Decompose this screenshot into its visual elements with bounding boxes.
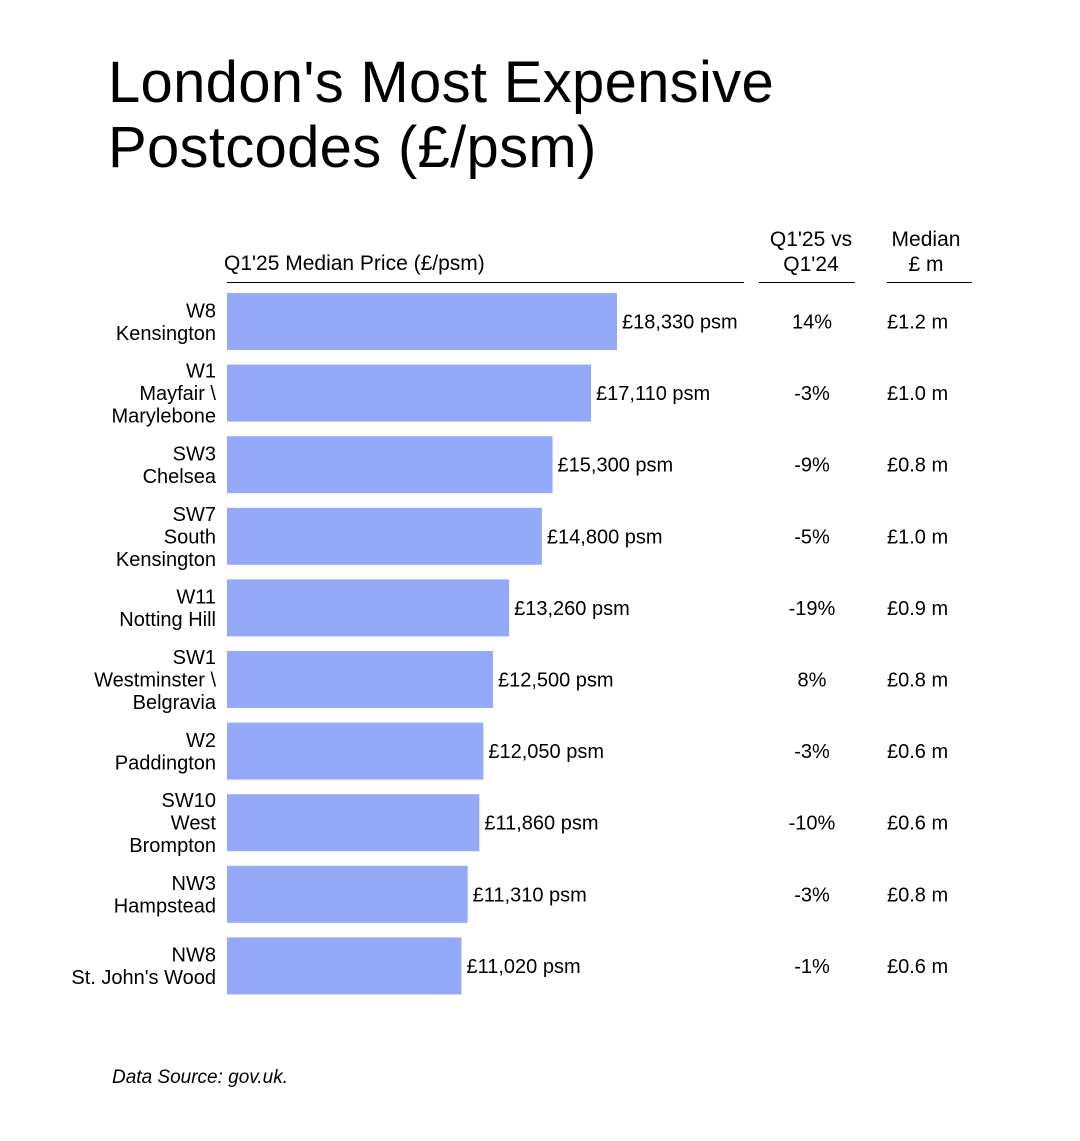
category-label-4-1: Notting Hill bbox=[119, 609, 216, 631]
category-label-9-1: St. John's Wood bbox=[71, 967, 216, 989]
category-label-5-2: Belgravia bbox=[133, 692, 217, 714]
bar-value-label-1: £17,110 psm bbox=[596, 383, 710, 405]
bar-value-label-8: £11,310 psm bbox=[473, 884, 587, 906]
category-label-3-0: SW7 bbox=[173, 504, 216, 526]
yoy-change-7: -10% bbox=[789, 813, 836, 835]
chart-title-line-1: London's Most Expensive bbox=[108, 50, 775, 115]
yoy-change-2: -9% bbox=[794, 455, 830, 477]
category-label-4-0: W11 bbox=[176, 587, 216, 609]
category-label-6-1: Paddington bbox=[115, 752, 216, 774]
median-price-7: £0.6 m bbox=[887, 813, 948, 835]
change-column-rule bbox=[759, 282, 855, 283]
median-column-header: Median £ m bbox=[876, 227, 976, 277]
bar-value-label-2: £15,300 psm bbox=[558, 455, 674, 477]
bar-value-label-3: £14,800 psm bbox=[547, 526, 663, 548]
median-price-4: £0.9 m bbox=[887, 598, 948, 620]
category-label-7-2: Brompton bbox=[129, 835, 216, 857]
yoy-change-9: -1% bbox=[794, 956, 830, 978]
bar-7 bbox=[227, 794, 480, 852]
median-price-8: £0.8 m bbox=[887, 884, 948, 906]
category-label-8-1: Hampstead bbox=[114, 896, 216, 918]
median-price-6: £0.6 m bbox=[887, 741, 948, 763]
median-column-header-line-2: £ m bbox=[908, 253, 944, 276]
bar-value-label-6: £12,050 psm bbox=[488, 741, 604, 763]
category-label-0-0: W8 bbox=[186, 300, 216, 322]
category-label-1-1: Mayfair \ bbox=[139, 383, 216, 405]
bar-5 bbox=[227, 651, 493, 708]
chart-title-line-2: Postcodes (£/psm) bbox=[108, 115, 597, 180]
data-source-note: Data Source: gov.uk. bbox=[112, 1067, 289, 1088]
price-column-header-text: Q1'25 Median Price (£/psm) bbox=[224, 252, 485, 275]
median-price-2: £0.8 m bbox=[887, 455, 948, 477]
median-price-3: £1.0 m bbox=[887, 526, 948, 548]
bar-0 bbox=[227, 293, 617, 350]
category-label-0-1: Kensington bbox=[116, 323, 216, 345]
chart-title: London's Most Expensive Postcodes (£/psm… bbox=[108, 50, 774, 180]
category-label-1-0: W1 bbox=[186, 361, 216, 383]
category-label-8-0: NW3 bbox=[172, 873, 216, 895]
bar-8 bbox=[227, 865, 468, 923]
yoy-change-1: -3% bbox=[794, 383, 830, 405]
bar-value-label-7: £11,860 psm bbox=[484, 813, 598, 835]
category-label-7-1: West bbox=[171, 813, 217, 835]
category-label-3-2: Kensington bbox=[116, 549, 216, 571]
category-label-2-1: Chelsea bbox=[143, 466, 217, 488]
bar-2 bbox=[227, 436, 553, 494]
yoy-change-0: 14% bbox=[792, 312, 832, 334]
yoy-change-8: -3% bbox=[794, 884, 830, 906]
category-label-7-0: SW10 bbox=[162, 790, 216, 812]
change-column-header: Q1'25 vs Q1'24 bbox=[755, 227, 867, 277]
median-column-rule bbox=[887, 282, 972, 283]
bar-1 bbox=[227, 364, 592, 422]
change-column-header-line-2: Q1'24 bbox=[783, 253, 839, 276]
median-price-9: £0.6 m bbox=[887, 956, 948, 978]
category-label-9-0: NW8 bbox=[172, 945, 216, 967]
median-price-5: £0.8 m bbox=[887, 670, 948, 692]
median-price-1: £1.0 m bbox=[887, 383, 948, 405]
bar-value-label-0: £18,330 psm bbox=[622, 312, 738, 334]
price-column-rule bbox=[227, 282, 744, 283]
bar-value-label-9: £11,020 psm bbox=[466, 956, 580, 978]
median-price-0: £1.2 m bbox=[887, 312, 948, 334]
yoy-change-4: -19% bbox=[789, 598, 836, 620]
bar-4 bbox=[227, 579, 510, 637]
bar-3 bbox=[227, 507, 542, 565]
bar-9 bbox=[227, 937, 462, 995]
change-column-header-line-1: Q1'25 vs bbox=[769, 228, 853, 251]
yoy-change-6: -3% bbox=[794, 741, 830, 763]
bar-6 bbox=[227, 722, 484, 780]
bar-value-label-4: £13,260 psm bbox=[514, 598, 630, 620]
category-label-3-1: South bbox=[164, 526, 216, 548]
category-label-1-2: Marylebone bbox=[111, 406, 216, 428]
category-label-6-0: W2 bbox=[186, 730, 216, 752]
category-label-5-0: SW1 bbox=[173, 647, 216, 669]
yoy-change-5: 8% bbox=[798, 670, 827, 692]
yoy-change-3: -5% bbox=[794, 526, 830, 548]
category-label-5-1: Westminster \ bbox=[94, 670, 216, 692]
category-label-2-0: SW3 bbox=[173, 443, 216, 465]
bar-value-label-5: £12,500 psm bbox=[498, 670, 614, 692]
median-column-header-line-1: Median bbox=[891, 228, 961, 251]
price-column-header: Q1'25 Median Price (£/psm) bbox=[224, 251, 485, 276]
